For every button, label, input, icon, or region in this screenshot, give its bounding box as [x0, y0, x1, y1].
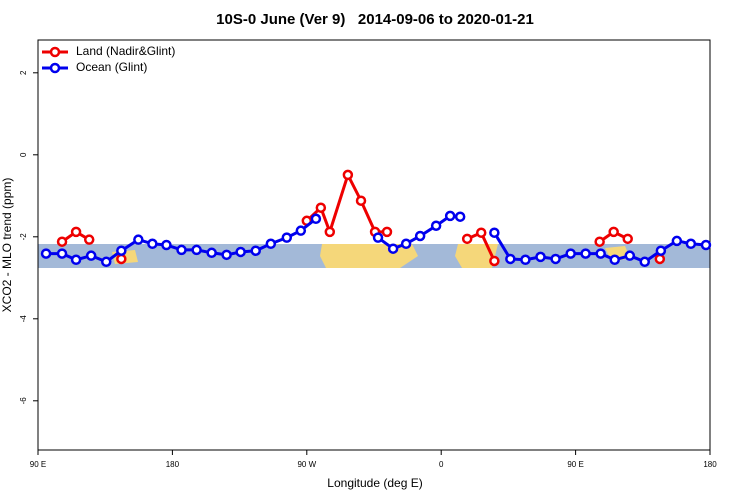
data-point — [550, 253, 561, 265]
data-point — [608, 226, 619, 238]
legend-label: Ocean (Glint) — [76, 60, 147, 74]
data-point — [315, 202, 327, 213]
data-point — [70, 226, 82, 238]
data-point — [505, 253, 516, 265]
x-tick-label: 180 — [703, 460, 717, 469]
data-point — [489, 227, 500, 238]
data-point — [387, 243, 399, 254]
y-tick-label: -4 — [19, 315, 28, 323]
data-point — [40, 248, 52, 259]
data-point — [147, 238, 158, 250]
data-point — [595, 248, 606, 259]
data-point — [56, 248, 68, 259]
data-point — [624, 250, 636, 261]
data-point — [372, 232, 384, 243]
data-point — [176, 244, 187, 256]
data-point — [116, 253, 127, 265]
data-point — [381, 226, 393, 238]
data-point — [535, 251, 546, 263]
legend-label: Land (Nadir&Glint) — [76, 44, 175, 58]
y-tick-label: -6 — [19, 397, 28, 405]
data-point — [206, 247, 217, 259]
chart-title: 10S-0 June (Ver 9) 2014-09-06 to 2020-01… — [216, 11, 534, 28]
data-point — [100, 256, 112, 268]
data-point — [281, 232, 293, 243]
data-point — [430, 220, 442, 231]
x-axis-label: Longitude (deg E) — [327, 476, 422, 490]
data-point — [191, 244, 202, 256]
data-point — [655, 245, 667, 256]
data-point — [580, 248, 591, 259]
data-point — [654, 253, 666, 265]
data-point — [56, 236, 68, 247]
data-point — [400, 238, 412, 250]
data-point — [85, 250, 97, 261]
data-point — [414, 230, 426, 242]
data-point — [310, 213, 322, 225]
data-point — [622, 233, 633, 245]
data-point — [565, 248, 576, 259]
data-point — [265, 238, 277, 250]
y-tick-label: 0 — [19, 152, 28, 157]
data-point — [133, 234, 144, 245]
data-point — [671, 235, 683, 247]
y-axis-label: XCO2 - MLO trend (ppm) — [0, 178, 14, 313]
data-point — [475, 227, 487, 238]
data-point — [342, 169, 354, 181]
data-point — [454, 211, 466, 222]
data-point — [700, 239, 712, 251]
data-point — [161, 239, 172, 251]
data-point — [639, 256, 650, 268]
x-tick-label: 0 — [439, 460, 444, 469]
data-point — [83, 234, 95, 245]
data-point — [489, 255, 500, 267]
data-point — [235, 246, 246, 258]
y-tick-label: -2 — [19, 233, 28, 241]
data-point — [324, 226, 336, 238]
data-point — [221, 249, 232, 261]
legend-marker — [49, 62, 61, 74]
y-tick-label: 2 — [19, 70, 28, 75]
data-point — [355, 195, 367, 206]
data-point — [520, 254, 531, 266]
data-point — [461, 233, 473, 245]
data-point — [250, 245, 261, 256]
x-tick-label: 180 — [166, 460, 180, 469]
land-area — [455, 244, 498, 268]
data-point — [295, 225, 307, 236]
x-tick-label: 90 W — [297, 460, 316, 469]
data-point — [685, 238, 697, 250]
x-tick-label: 90 E — [567, 460, 583, 469]
x-tick-label: 90 E — [30, 460, 46, 469]
data-point — [70, 254, 82, 266]
data-point — [594, 236, 605, 247]
legend-marker — [49, 46, 61, 58]
data-point — [116, 245, 127, 256]
data-point — [444, 210, 456, 222]
data-point — [609, 254, 620, 266]
